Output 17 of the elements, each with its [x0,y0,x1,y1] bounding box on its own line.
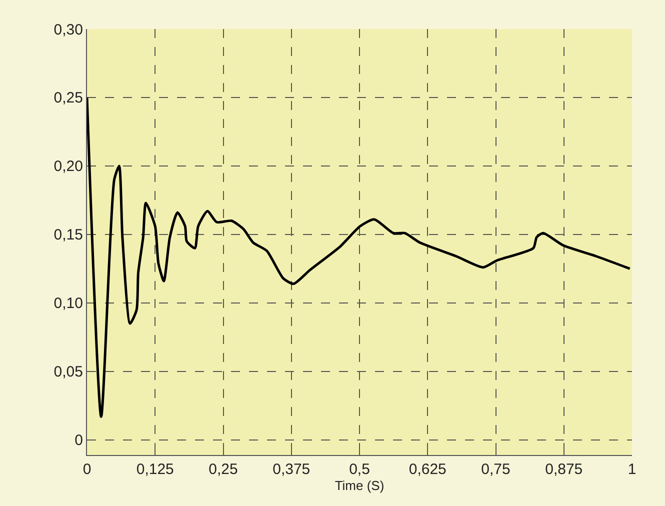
y-tick-label: 0 [74,432,83,450]
x-tick-label: 0,25 [208,461,238,478]
x-tick-label: 0,625 [408,461,446,478]
x-tick-label: 0,875 [545,461,583,478]
x-tick-label: 0,75 [481,461,510,478]
y-tick-label: 0,15 [54,226,83,244]
y-tick-label: 0,30 [54,21,83,38]
y-tick-label: 0,20 [54,158,83,176]
x-tick-label: 0,5 [349,461,370,478]
line-series [87,96,632,418]
x-axis-title: Time (S) [334,478,384,493]
y-tick-label: 0,25 [54,90,83,107]
x-tick-label: 0,125 [136,461,174,478]
x-tick-label: 1 [628,461,636,478]
y-tick-label: 0,05 [54,364,83,381]
y-tick-label: 0,10 [54,295,83,312]
x-tick-label: 0,375 [272,461,310,478]
